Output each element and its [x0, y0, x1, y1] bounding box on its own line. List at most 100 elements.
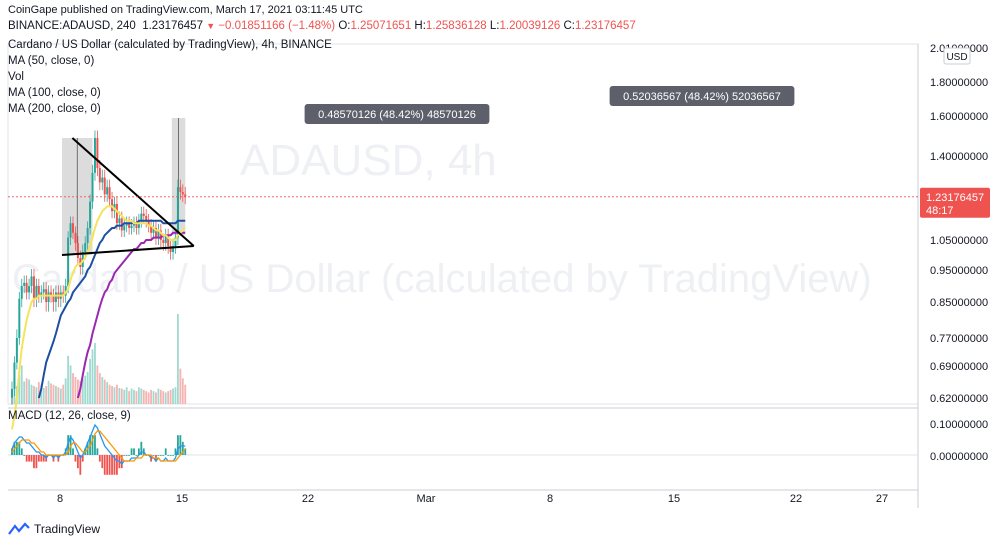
- candle-body: [145, 216, 148, 221]
- macd-histogram-bar: [103, 455, 106, 475]
- volume-bar: [50, 383, 52, 404]
- open-value: 1.25071651: [350, 20, 412, 32]
- candle-body: [142, 213, 145, 216]
- candle-body: [103, 177, 106, 195]
- candle-body: [128, 223, 131, 228]
- candle-body: [69, 223, 72, 238]
- candle-body: [108, 187, 111, 200]
- time-tick-label: Mar: [417, 493, 436, 505]
- macd-histogram-bar: [81, 455, 84, 462]
- candle-body: [179, 187, 182, 192]
- candle-body: [174, 237, 177, 246]
- left-measure-label-bg: [304, 104, 490, 124]
- price-tick-label: 0.77000000: [930, 333, 988, 345]
- volume-bar: [28, 379, 30, 404]
- macd-histogram-bar: [94, 435, 96, 455]
- right-measure-label-bg: [609, 86, 795, 106]
- macd-histogram-bar: [76, 455, 79, 469]
- currency-badge[interactable]: [943, 47, 971, 65]
- candle-body: [35, 286, 38, 299]
- macd-histogram-bar: [23, 455, 26, 456]
- legend-vol[interactable]: Vol: [8, 71, 24, 83]
- volume-bar: [64, 378, 67, 404]
- candle-body: [111, 199, 114, 212]
- legend-ma200[interactable]: MA (200, close, 0): [8, 103, 101, 115]
- volume-bar: [86, 371, 89, 404]
- macd-histogram-bar: [164, 448, 167, 455]
- macd-histogram-bar: [172, 455, 174, 456]
- candle-body: [91, 172, 94, 202]
- signal-line: [11, 430, 186, 462]
- macd-histogram-bar: [157, 455, 160, 456]
- currency-label: USD: [946, 52, 967, 63]
- legend-ma100[interactable]: MA (100, close, 0): [8, 87, 101, 99]
- candle-body: [25, 282, 28, 293]
- volume-bar: [96, 365, 99, 404]
- volume-bar: [76, 379, 79, 404]
- candle-body: [96, 138, 99, 168]
- volume-bar: [81, 378, 84, 404]
- candle-body: [130, 225, 133, 228]
- candle-body: [93, 138, 96, 173]
- high-value: 1.25836128: [425, 20, 487, 32]
- volume-bar: [20, 365, 23, 404]
- volume-bar: [23, 381, 26, 404]
- volume-bar: [123, 389, 126, 404]
- price-tag-countdown: 48:17: [926, 205, 954, 217]
- macd-histogram-bar: [123, 455, 126, 456]
- chart-title: Cardano / US Dollar (calculated by Tradi…: [8, 39, 332, 51]
- candle-body: [52, 295, 55, 302]
- macd-histogram-bar: [130, 448, 133, 455]
- macd-histogram-bar: [28, 455, 30, 462]
- candle-body: [135, 223, 138, 228]
- macd-histogram-bar: [181, 441, 184, 455]
- candle-body: [84, 243, 87, 252]
- time-tick-label: 22: [790, 493, 802, 505]
- volume-bar: [133, 389, 135, 404]
- close-value: 1.23176457: [574, 20, 636, 32]
- macd-histogram-bar: [72, 448, 74, 455]
- macd-histogram-bar: [79, 455, 82, 475]
- legend-ma50[interactable]: MA (50, close, 0): [8, 55, 95, 67]
- volume-bar: [147, 392, 150, 404]
- volume-bar: [42, 387, 45, 404]
- candle-body: [20, 286, 23, 299]
- candle-body: [40, 292, 43, 296]
- indicator-legend: Cardano / US Dollar (calculated by Tradi…: [8, 37, 332, 117]
- time-tick-label: 22: [302, 493, 314, 505]
- volume-bar: [169, 389, 172, 404]
- candle-body: [152, 228, 155, 233]
- volume-bar: [62, 384, 65, 404]
- volume-bar: [142, 389, 145, 404]
- ohlc-line: BINANCE:ADAUSD, 240 1.23176457 ▼ −0.0185…: [8, 20, 636, 32]
- macd-histogram-bar: [120, 455, 123, 469]
- macd-histogram-bar: [113, 455, 116, 475]
- candle-body: [67, 237, 70, 286]
- volume-bar: [72, 373, 74, 404]
- volume-bar: [179, 368, 182, 404]
- volume-bar: [59, 388, 62, 404]
- price-tick-label: 1.80000000: [930, 77, 988, 89]
- candle-body: [89, 201, 92, 228]
- candle-body: [76, 243, 79, 258]
- candle-body: [13, 362, 16, 389]
- volume-bar: [177, 314, 179, 404]
- down-arrow-icon: ▼: [206, 21, 216, 31]
- volume-bar: [172, 388, 174, 404]
- volume-bar: [30, 384, 33, 404]
- macd-legend[interactable]: MACD (12, 26, close, 9): [8, 410, 131, 422]
- volume-bar: [130, 388, 133, 404]
- footer-brand: TradingView: [34, 522, 101, 536]
- symbol-label: BINANCE:ADAUSD, 240: [8, 20, 136, 32]
- macd-histogram-bar: [37, 455, 40, 462]
- volume-bar: [118, 387, 121, 404]
- price-tick-label: 1.40000000: [930, 151, 988, 163]
- candle-body: [86, 228, 89, 243]
- candle-body: [133, 223, 135, 226]
- volume-bar: [162, 391, 165, 404]
- candle-body: [123, 225, 126, 231]
- candle-body: [147, 220, 150, 226]
- volume-bar: [67, 355, 70, 404]
- price-tick-label: 1.60000000: [930, 111, 988, 123]
